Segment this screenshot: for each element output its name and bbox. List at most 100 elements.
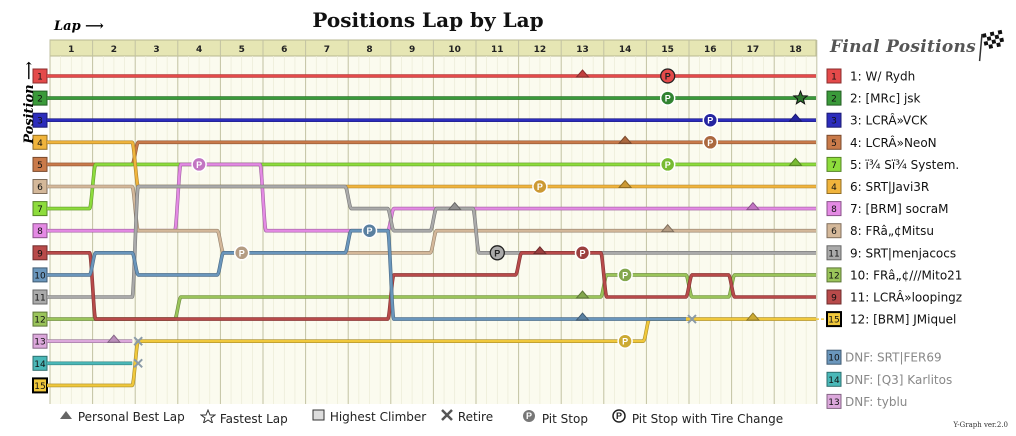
final-position-label: 2: [MRc] jsk — [850, 92, 921, 106]
start-position-label: 8 — [37, 227, 43, 237]
final-position-box — [826, 311, 842, 328]
best-lap-marker — [532, 246, 547, 255]
lap-tick-label: 7 — [324, 45, 330, 55]
driver-line — [47, 229, 686, 321]
driver-line — [47, 141, 816, 166]
best-lap-marker — [618, 135, 633, 144]
pit-label: P — [196, 160, 202, 170]
dnf-label: DNF: tyblu — [845, 395, 907, 409]
final-position-label: 4: LCRÂ»NeoN — [850, 135, 937, 150]
pit-label: P — [622, 337, 628, 347]
final-position-label: 3: LCRÂ»VCK — [850, 113, 929, 128]
final-start-number: 6 — [831, 227, 837, 237]
legend-pit-stop: P Pit Stop — [522, 409, 588, 426]
lap-tick-label: 18 — [789, 45, 802, 55]
pit-tire-marker — [489, 245, 505, 261]
best-lap-marker — [618, 179, 633, 188]
final-position-box — [826, 90, 842, 106]
final-start-number: 3 — [831, 117, 837, 127]
dnf-label: DNF: SRT|FER69 — [845, 351, 942, 365]
pit-stop-marker — [702, 134, 719, 151]
best-lap-marker — [575, 312, 590, 321]
pit-stop-marker — [702, 112, 719, 128]
best-lap-marker — [447, 201, 462, 211]
driver-line — [47, 251, 816, 321]
best-lap-marker — [106, 334, 121, 343]
driver-line — [47, 273, 816, 321]
best-lap-marker — [745, 201, 760, 211]
dnf-label: DNF: [Q3] Karlitos — [845, 373, 952, 387]
start-position-label: 1 — [37, 73, 43, 83]
lap-tick-label: 12 — [534, 45, 547, 55]
svg-text:P: P — [526, 411, 532, 421]
start-position-label: 13 — [34, 338, 45, 348]
lap-tick-label: 14 — [619, 45, 632, 55]
pit-label: P — [366, 226, 372, 236]
lap-tick-label: 4 — [196, 45, 202, 55]
start-position-label: 6 — [37, 183, 43, 193]
start-position-label: 15 — [34, 382, 45, 392]
pit-label: P — [665, 94, 671, 104]
final-position-box — [826, 201, 842, 217]
square-icon — [312, 409, 325, 421]
pit-tire-marker — [660, 68, 676, 84]
start-position-label: 2 — [37, 95, 43, 105]
final-position-label: 8: FRâ„¢Mitsu — [850, 224, 934, 238]
lap-tick-label: 9 — [409, 45, 415, 55]
final-start-number: 1 — [831, 73, 837, 83]
lap-tick-label: 3 — [153, 45, 159, 55]
lap-tick-label: 6 — [281, 45, 287, 55]
pit-label: P — [494, 248, 500, 258]
lap-tick-label: 17 — [747, 45, 760, 55]
final-position-box — [826, 68, 842, 84]
start-position-label: 9 — [37, 249, 43, 259]
fastest-lap-marker — [792, 89, 809, 105]
final-position-box — [826, 179, 842, 194]
pit-label: P — [707, 138, 713, 148]
lap-tick-label: 10 — [448, 45, 461, 55]
final-start-number: 4 — [831, 183, 837, 193]
dnf-start-number: 10 — [828, 354, 840, 364]
retire-marker — [133, 358, 143, 369]
dnf-box — [826, 371, 842, 387]
final-position-box — [826, 134, 842, 150]
final-position-label: 9: SRT|menjacocs — [850, 246, 956, 260]
pit-stop-marker — [617, 333, 633, 349]
lap-tick-label: 5 — [239, 45, 245, 55]
final-position-box — [826, 289, 842, 305]
final-start-number: 2 — [831, 95, 837, 105]
legend-pit-tire: P Pit Stop with Tire Change — [612, 409, 783, 426]
driver-line — [47, 163, 816, 232]
final-position-box — [826, 245, 842, 261]
final-position-label: 5: ï¾ Sï¾ System. — [850, 158, 959, 172]
event-markers: P P P P P P P P P P P P P — [106, 68, 809, 349]
pit-label: P — [239, 248, 245, 258]
pit-stop-marker — [659, 90, 676, 106]
start-position-label: 11 — [34, 294, 45, 304]
final-position-box — [826, 156, 842, 172]
start-position-label: 10 — [34, 271, 46, 281]
driver-line — [47, 185, 816, 299]
dnf-box — [826, 349, 842, 365]
star-icon — [199, 408, 217, 425]
cross-icon — [441, 409, 453, 421]
final-position-box — [826, 223, 842, 239]
svg-text:P: P — [616, 411, 622, 421]
start-position-label: 14 — [34, 360, 46, 370]
pit-stop-marker — [532, 178, 548, 195]
final-position-label: 6: SRT|Javi3R — [850, 180, 929, 194]
final-position-label: 12: [BRM] JMiquel — [850, 313, 956, 327]
driver-line — [47, 317, 816, 387]
final-position-label: 7: [BRM] socraM — [850, 202, 948, 216]
final-start-number: 12 — [828, 271, 839, 281]
lap-tick-label: 2 — [111, 45, 117, 55]
pit-stop-marker — [574, 245, 591, 261]
start-position-label: 12 — [34, 316, 45, 326]
checkered-flag-icon — [978, 29, 1005, 62]
pit-tire-icon: P — [612, 409, 626, 423]
pit-stop-marker — [191, 156, 207, 173]
final-position-label: 10: FRâ„¢///Mito21 — [850, 268, 962, 282]
pit-label: P — [707, 116, 713, 126]
dnf-start-number: 14 — [828, 376, 840, 386]
triangle-icon — [60, 411, 72, 419]
